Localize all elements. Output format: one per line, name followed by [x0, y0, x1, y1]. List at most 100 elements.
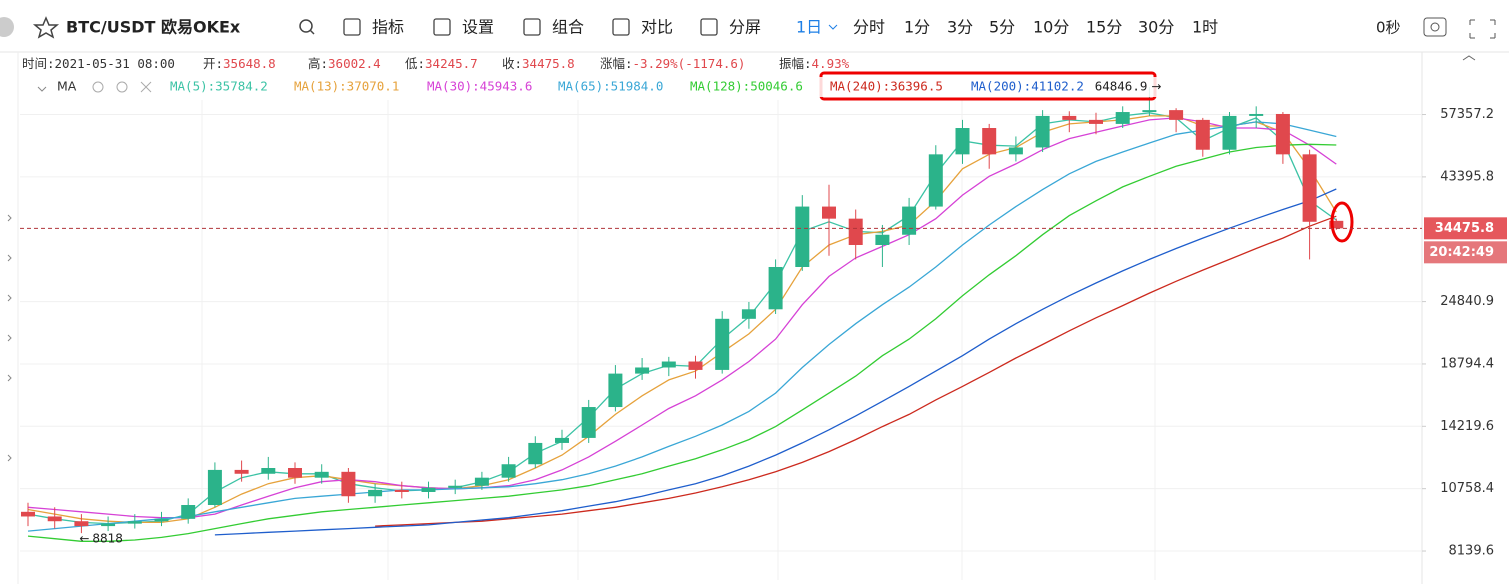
toolbar-item[interactable]: 分屏 [729, 18, 761, 37]
period[interactable]: 5分 [989, 18, 1015, 37]
toolbar-item[interactable]: 对比 [641, 18, 673, 37]
y-tick-label: 43395.8 [1440, 169, 1494, 184]
candle-body [1329, 220, 1344, 229]
candle-body [875, 234, 890, 245]
y-tick-label: 24840.9 [1440, 294, 1494, 309]
candle-body [1195, 119, 1210, 150]
info-item: 振幅:4.93% [779, 56, 850, 71]
period[interactable]: 30分 [1138, 18, 1174, 37]
info-label: 低: [405, 56, 425, 71]
toolbar-icon [700, 18, 718, 36]
info-value: -3.29%(-1174.6) [633, 56, 746, 71]
candle-body [1249, 113, 1264, 116]
candle-body [421, 487, 436, 492]
candle-body [581, 407, 596, 438]
candle-body [555, 437, 569, 443]
info-value: 2021-05-31 08:00 [55, 56, 175, 71]
candle-body [101, 523, 116, 527]
min-label: 8818 [92, 532, 123, 546]
ma-line [27, 143, 1337, 542]
highlight-ellipse [1330, 201, 1354, 243]
toolbar [0, 0, 1509, 52]
toolbar-icon [523, 18, 541, 36]
toolbar-item[interactable]: 指标 [372, 18, 404, 37]
candle-body [234, 469, 249, 474]
info-value: 36002.4 [328, 56, 381, 71]
close-icon[interactable] [140, 81, 152, 93]
period[interactable]: 15分 [1086, 18, 1122, 37]
candle-body [154, 518, 169, 522]
star-icon[interactable] [32, 16, 60, 39]
toolbar-item[interactable]: 设置 [462, 18, 494, 37]
toolbar-icon [433, 18, 451, 36]
period[interactable]: 分时 [853, 18, 885, 37]
period[interactable]: 3分 [947, 18, 973, 37]
info-item: 时间:2021-05-31 08:00 [22, 56, 175, 71]
legend-bg [160, 77, 1160, 97]
candle-body [902, 206, 917, 235]
candle-body [715, 318, 730, 370]
search-icon[interactable] [299, 19, 313, 33]
search-icon [309, 29, 315, 35]
candle-body [1115, 112, 1130, 124]
candle-body [261, 468, 276, 474]
candle-body [928, 154, 943, 207]
ma-line [214, 188, 1337, 536]
candle-body [955, 128, 970, 155]
legend-entry: MA(65):51984.0 [558, 79, 663, 94]
period[interactable]: 1分 [904, 18, 930, 37]
candle-body [1169, 110, 1184, 120]
countdown: 20:42:49 [1429, 245, 1494, 260]
candle-body [314, 471, 329, 478]
candle-body [848, 218, 863, 245]
y-tick-label: 14219.6 [1440, 419, 1494, 434]
candle-body [21, 511, 35, 517]
fullscreen-icon[interactable] [1469, 19, 1496, 39]
price-badge [1424, 217, 1507, 240]
legend-entry: MA(128):50046.6 [690, 79, 803, 94]
candle-body [795, 206, 810, 267]
dropdown [828, 24, 838, 30]
countdown-badge [1424, 241, 1507, 264]
camera-icon[interactable] [1423, 17, 1447, 37]
info-item: 低:34245.7 [405, 56, 478, 71]
indicator-name: MA [57, 79, 77, 94]
y-tick-label: 18794.4 [1440, 356, 1494, 371]
timer: 0秒 [1376, 19, 1401, 37]
period[interactable]: 10分 [1033, 18, 1069, 37]
eye-icon[interactable] [92, 81, 104, 93]
candle-body [982, 128, 997, 155]
collapse-icon[interactable] [1462, 55, 1476, 61]
candle-body [1089, 119, 1103, 124]
min-arrow: ← [79, 532, 89, 546]
info-value: 35648.8 [223, 56, 276, 71]
info-item: 涨幅:-3.29%(-1174.6) [600, 56, 745, 71]
candle-body [474, 477, 489, 486]
candle-body [1275, 113, 1290, 155]
candle-body [448, 485, 463, 488]
candle-body [394, 489, 409, 492]
symbol[interactable]: BTC/USDT 欧易OKEx [66, 18, 241, 37]
period[interactable]: 1日 [796, 18, 822, 37]
info-label: 振幅: [779, 56, 812, 71]
legend-entry: MA(240):36396.5 [830, 79, 943, 94]
candle-body [207, 469, 222, 506]
candle-body [288, 468, 302, 478]
legend-entry: MA(13):37070.1 [294, 79, 399, 94]
info-label: 收: [502, 56, 522, 71]
info-value: 34475.8 [522, 56, 575, 71]
toolbar-item[interactable]: 组合 [552, 18, 584, 37]
info-item: 开:35648.8 [203, 56, 276, 71]
candle-body [661, 361, 676, 368]
info-value: 34245.7 [425, 56, 478, 71]
candle-body [1302, 154, 1317, 222]
settings-icon[interactable] [116, 81, 128, 93]
y-tick-label: 8139.6 [1449, 544, 1495, 559]
period[interactable]: 1时 [1192, 18, 1218, 37]
candle-body [501, 464, 516, 478]
candle-body [74, 521, 89, 527]
collapse-icon[interactable] [37, 86, 47, 92]
camera-icon [1430, 22, 1440, 32]
ma-line [375, 215, 1337, 527]
